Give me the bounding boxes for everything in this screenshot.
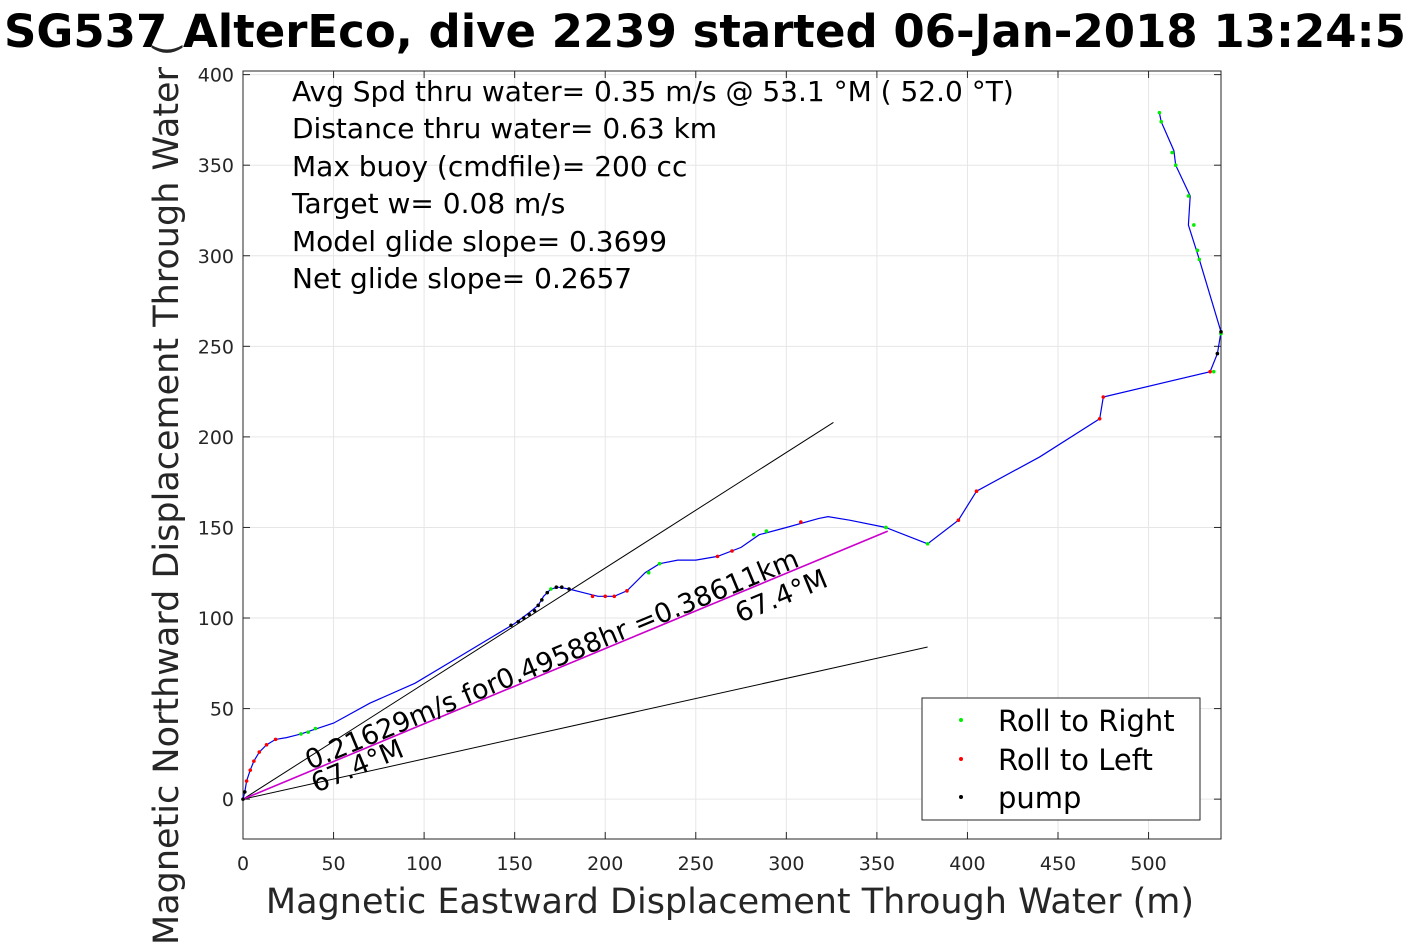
legend-label-roll-left: Roll to Left <box>998 743 1153 777</box>
point-pump <box>241 797 245 801</box>
point-pump <box>532 608 537 613</box>
axis-ticks: 0 50 100 150 200 250 300 350 400 450 500 0 50 100 150 2… <box>198 65 1221 875</box>
point-left <box>257 750 262 754</box>
point-pump <box>509 623 513 628</box>
legend-marker-roll-right <box>959 718 963 722</box>
point-pump <box>1215 351 1220 356</box>
point-right <box>751 532 756 537</box>
x-tick-label: 300 <box>768 853 804 875</box>
point-pump <box>545 590 550 595</box>
point-right <box>646 570 651 575</box>
y-tick-label: 350 <box>198 155 234 177</box>
reference-lines <box>242 421 928 800</box>
annotation-model-glide: Model glide slope= 0.3699 <box>292 225 667 258</box>
point-left <box>956 518 961 523</box>
y-tick-label: 200 <box>198 427 234 449</box>
legend-box <box>921 697 1201 821</box>
point-left <box>730 549 734 553</box>
x-tick-label: 350 <box>859 853 895 875</box>
x-tick-label: 50 <box>321 853 345 875</box>
point-pump <box>527 612 531 617</box>
point-left <box>625 589 629 593</box>
point-left <box>603 594 608 599</box>
envelope-line <box>242 421 834 800</box>
y-axis-label: Magnetic Northward Displacement Through … <box>147 42 187 945</box>
point-pump <box>521 616 526 620</box>
point-pump <box>567 587 571 591</box>
point-pump <box>536 603 541 608</box>
x-tick-label: 400 <box>949 853 985 875</box>
legend-marker-pump <box>959 795 963 799</box>
point-right <box>1195 248 1200 253</box>
point-left <box>590 594 595 599</box>
annotation-target-w: Target w= 0.08 m/s <box>291 187 565 220</box>
annotation-block: Avg Spd thru water= 0.35 m/s @ 53.1 °M (… <box>291 75 1014 295</box>
legend-marker-roll-left <box>959 757 963 761</box>
annotation-avg-speed: Avg Spd thru water= 0.35 m/s @ 53.1 °M (… <box>292 75 1014 108</box>
y-tick-label: 400 <box>198 65 234 87</box>
point-right <box>1192 223 1196 227</box>
point-right <box>925 541 930 546</box>
point-right <box>1197 257 1202 262</box>
point-pump <box>243 790 247 794</box>
point-pump <box>540 598 544 602</box>
x-axis-label: Magnetic Eastward Displacement Through W… <box>266 882 1194 922</box>
point-right <box>299 732 303 736</box>
point-pump <box>1219 330 1223 334</box>
point-left <box>273 737 278 742</box>
x-tick-label: 500 <box>1130 853 1166 875</box>
x-tick-label: 0 <box>237 853 249 875</box>
point-pump <box>516 619 521 624</box>
point-left <box>1101 395 1106 399</box>
point-pump <box>559 585 564 590</box>
point-right <box>657 561 662 566</box>
annotation-net-glide: Net glide slope= 0.2657 <box>292 262 632 295</box>
point-pump <box>554 585 559 590</box>
annotation-max-buoy: Max buoy (cmdfile)= 200 cc <box>292 150 687 183</box>
chart-title: SG537 AlterEco, dive 2239 started 06-Jan… <box>4 5 1406 58</box>
roll-pump-points <box>241 110 1223 801</box>
point-right <box>1211 369 1216 374</box>
envelope-line <box>242 646 928 800</box>
point-left <box>252 759 256 763</box>
point-right <box>313 726 318 731</box>
annotation-distance: Distance thru water= 0.63 km <box>292 112 717 145</box>
x-tick-label: 150 <box>497 853 533 875</box>
x-tick-label: 250 <box>678 853 714 875</box>
plot-frame <box>242 70 1222 840</box>
point-left <box>1208 369 1212 374</box>
y-tick-label: 250 <box>198 336 234 358</box>
y-tick-label: 300 <box>198 246 234 268</box>
point-left <box>715 554 720 559</box>
glide-vector-line <box>242 530 889 800</box>
point-left <box>799 520 803 524</box>
point-right <box>1157 110 1162 115</box>
legend-label-pump: pump <box>998 781 1081 815</box>
point-left <box>244 779 249 783</box>
point-left <box>974 489 979 494</box>
y-tick-label: 50 <box>210 699 234 721</box>
point-left <box>1097 416 1102 421</box>
dive-track-line <box>242 112 1222 800</box>
point-left <box>264 743 269 747</box>
point-left <box>612 594 617 599</box>
point-right <box>764 529 769 533</box>
y-tick-label: 100 <box>198 608 234 630</box>
point-right <box>1173 163 1178 167</box>
point-left <box>248 768 253 772</box>
x-tick-label: 100 <box>406 853 442 875</box>
point-right <box>1170 150 1174 155</box>
point-right <box>549 587 553 591</box>
point-right <box>884 525 888 530</box>
legend: Roll to Right Roll to Left pump <box>921 697 1201 821</box>
point-right <box>1186 194 1191 198</box>
y-tick-label: 150 <box>198 517 234 539</box>
x-tick-label: 200 <box>587 853 623 875</box>
legend-label-roll-right: Roll to Right <box>998 704 1175 738</box>
y-tick-label: 0 <box>222 789 234 811</box>
point-right <box>1159 119 1164 124</box>
x-tick-label: 450 <box>1040 853 1076 875</box>
point-right <box>306 730 311 734</box>
